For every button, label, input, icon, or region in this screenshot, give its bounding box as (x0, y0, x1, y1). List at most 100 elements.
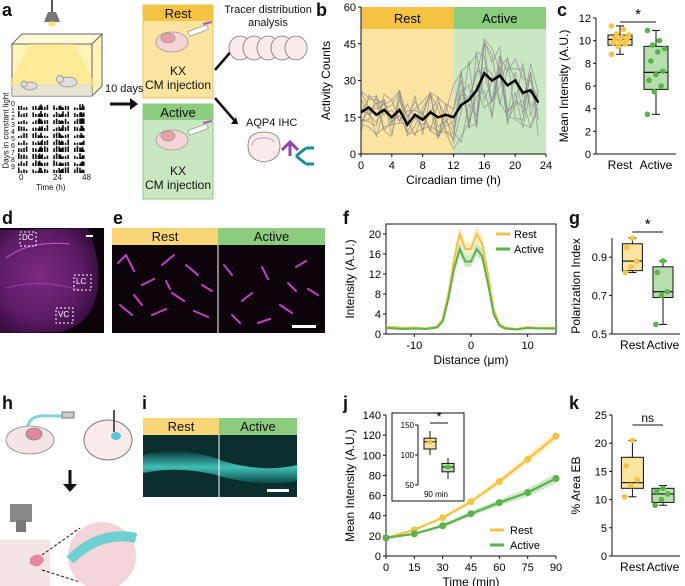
actogram-bar (32, 133, 34, 138)
y-tick-label: 8 (375, 289, 381, 301)
actogram-bar (32, 106, 34, 110)
tracer-analysis-label: Tracer distribution analysis (224, 4, 312, 29)
x-tick-label: 0 (358, 160, 364, 172)
actogram-bar (25, 107, 28, 110)
actogram-bar (20, 148, 23, 152)
data-point (628, 482, 634, 489)
data-point (653, 488, 660, 494)
actogram-bar (20, 170, 23, 173)
data-point (664, 491, 671, 497)
actogram-ylabel: Days in constant light (1, 92, 11, 169)
actogram-bar (81, 134, 84, 138)
chart-c: 0 2 4 6 8 10 12 Mean Intensity (A.U.) Rest Active… (557, 6, 676, 172)
actogram-bar (41, 170, 43, 173)
actogram-bar (80, 156, 82, 159)
panel-letter-f: f (343, 208, 349, 228)
actogram-bar (38, 126, 41, 131)
actogram-bar (59, 105, 62, 110)
actogram-bar (37, 170, 40, 173)
y-axis-label: Mean Intensity (A.U.) (557, 30, 571, 143)
brain-section-image (0, 228, 104, 333)
actogram-bar (55, 146, 58, 152)
inset-x-label: 90 min (424, 490, 448, 499)
actogram-bar (35, 127, 37, 131)
actogram-bar (20, 105, 23, 110)
actogram-bar (40, 155, 42, 159)
actogram-xtick: 0 (19, 173, 24, 182)
actogram-bar (80, 148, 82, 152)
y-axis-label: Intensity (A.U.) (343, 239, 357, 318)
data-point (621, 493, 628, 500)
actogram-bar (20, 114, 23, 117)
actogram-bar (74, 113, 76, 117)
actogram-bar (25, 133, 28, 138)
actogram-bar (46, 169, 49, 173)
actogram-bar (64, 167, 67, 173)
x-tick-label: 24 (540, 160, 552, 172)
actogram-bar (74, 162, 76, 166)
rest-header-e-bg (112, 228, 218, 245)
actogram-bar (80, 125, 82, 131)
data-point (495, 499, 503, 507)
actogram-bar (40, 141, 42, 145)
actogram-bar (61, 169, 63, 173)
actogram-bar (23, 154, 25, 159)
actogram-bar (32, 121, 34, 124)
actogram-bar (40, 119, 42, 124)
actogram-bar (74, 135, 76, 138)
panel-letter-i: i (142, 393, 148, 413)
y-tick-label: 0 (375, 329, 381, 341)
data-point (612, 35, 618, 42)
actogram-bar (76, 156, 79, 159)
data-point (552, 474, 560, 482)
actogram-bar (76, 167, 79, 173)
data-point (660, 68, 666, 75)
actogram-bar (46, 135, 49, 138)
actogram-day-label: 6 (11, 143, 15, 150)
actogram-bar (38, 118, 41, 124)
actogram-bar (53, 155, 55, 159)
actogram-bar (38, 160, 41, 166)
antibody-icon (280, 139, 314, 166)
actogram-bar (41, 106, 43, 110)
actogram-bar (46, 104, 49, 110)
y-axis-label: Mean Intensity (A.U.) (343, 429, 357, 542)
data-point (656, 37, 663, 44)
y-tick-label: 0 (350, 149, 356, 161)
data-point (660, 258, 666, 264)
inset-y-tick-label: 150 (401, 421, 415, 430)
y-tick-label: 140 (363, 410, 381, 422)
actogram-bar (44, 146, 46, 152)
actogram-bar (18, 153, 20, 159)
actogram-bar (46, 113, 49, 117)
actogram-bar (20, 142, 23, 145)
actogram-bar (44, 156, 46, 159)
data-point (439, 522, 447, 530)
data-point (382, 534, 390, 542)
actogram-bar (25, 146, 28, 152)
active-header-a: Active (160, 105, 196, 120)
actogram-bar (55, 118, 58, 124)
individual-trace (360, 51, 539, 139)
x-axis-label: Circadian time (h) (406, 173, 501, 187)
x-tick-label: 0 (468, 340, 474, 352)
actogram-bar (76, 118, 79, 124)
actogram-bar (23, 133, 25, 138)
region-label-dc: DC (22, 233, 34, 242)
category-label: Rest (620, 560, 645, 574)
actogram-bar (79, 112, 81, 117)
actogram-bar (81, 154, 84, 159)
actogram-bar (83, 155, 85, 159)
significance-label: * (645, 216, 651, 233)
actogram-bar (37, 141, 40, 145)
actogram-bar (80, 111, 82, 117)
data-point (610, 40, 616, 46)
x-tick-label: 0 (383, 562, 389, 574)
actogram-bar (53, 160, 55, 166)
actogram-bar (67, 121, 69, 124)
actogram-bar (62, 156, 64, 159)
actogram-bar (64, 134, 67, 138)
actogram-bar (55, 111, 58, 117)
chart-k: 0 5 10 15 20 25 % Area EB Rest Active ns (569, 410, 680, 574)
actogram-bar (59, 162, 62, 166)
